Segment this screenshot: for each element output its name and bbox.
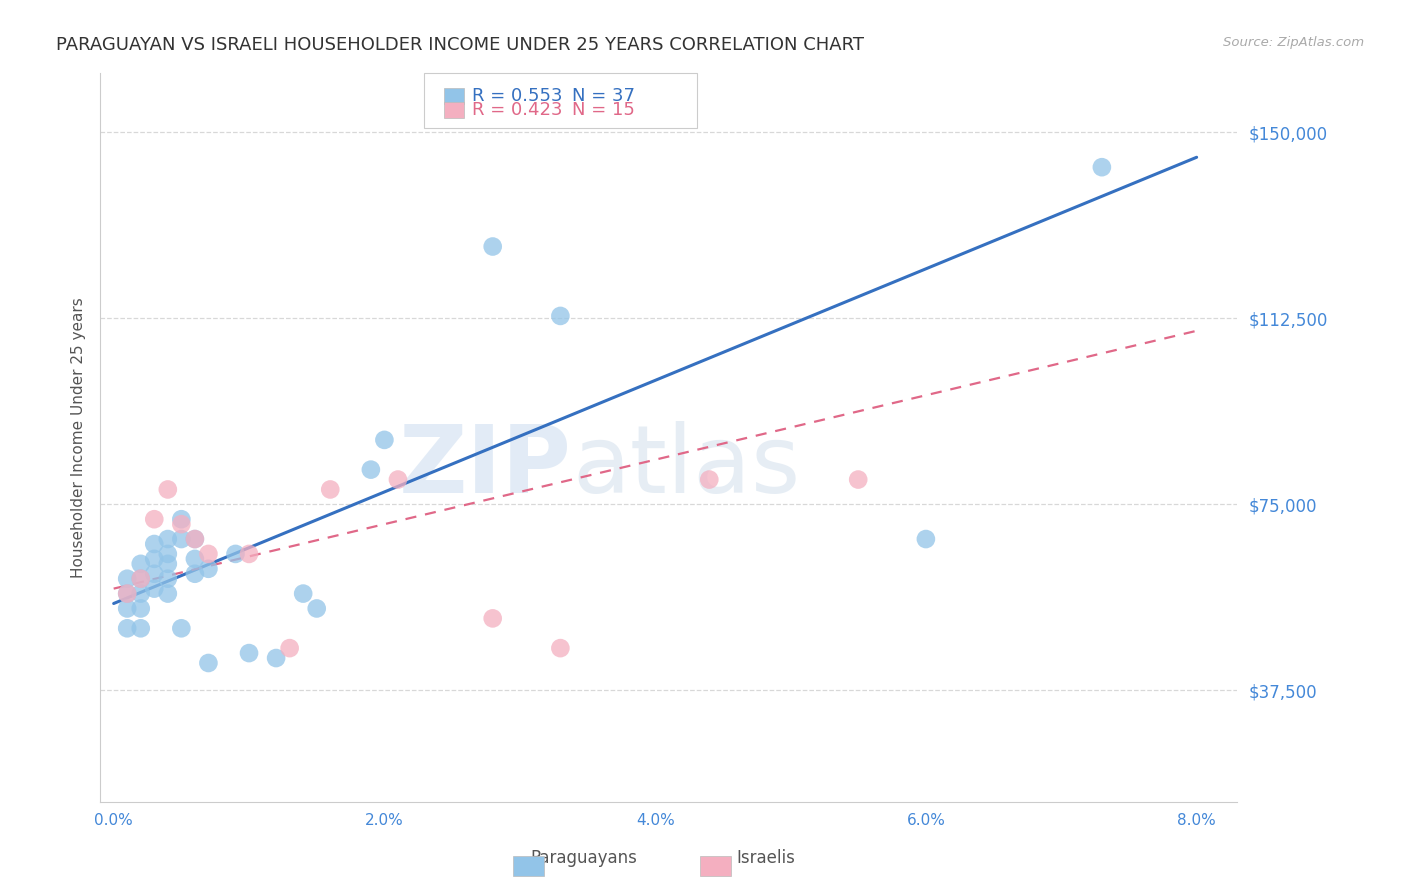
Point — [238, 547, 260, 561]
Point — [115, 572, 138, 586]
Text: N = 15: N = 15 — [572, 101, 636, 120]
Point — [115, 601, 138, 615]
Point — [319, 483, 342, 497]
Text: Paraguayans: Paraguayans — [530, 849, 637, 867]
Text: Israelis: Israelis — [737, 849, 796, 867]
Point — [184, 532, 207, 546]
Y-axis label: Householder Income Under 25 years: Householder Income Under 25 years — [72, 297, 86, 578]
Text: ZIP: ZIP — [399, 420, 572, 513]
Point — [197, 656, 219, 670]
Point — [915, 532, 938, 546]
Point — [373, 433, 395, 447]
Point — [550, 309, 572, 323]
Point — [197, 562, 219, 576]
Point — [224, 547, 246, 561]
Text: atlas: atlas — [572, 420, 800, 513]
Point — [481, 239, 503, 253]
Point — [170, 621, 193, 635]
Point — [184, 532, 207, 546]
Point — [115, 586, 138, 600]
Point — [846, 473, 869, 487]
Text: PARAGUAYAN VS ISRAELI HOUSEHOLDER INCOME UNDER 25 YEARS CORRELATION CHART: PARAGUAYAN VS ISRAELI HOUSEHOLDER INCOME… — [56, 36, 865, 54]
Point — [129, 601, 152, 615]
Point — [305, 601, 328, 615]
Point — [697, 473, 720, 487]
Point — [550, 641, 572, 656]
Point — [129, 572, 152, 586]
FancyBboxPatch shape — [425, 73, 697, 128]
Point — [143, 512, 166, 526]
Point — [197, 547, 219, 561]
Point — [360, 462, 382, 476]
Point — [129, 557, 152, 571]
FancyBboxPatch shape — [443, 87, 464, 103]
Point — [156, 557, 179, 571]
Point — [170, 512, 193, 526]
Point — [170, 532, 193, 546]
Point — [292, 586, 315, 600]
Point — [143, 552, 166, 566]
Point — [115, 621, 138, 635]
Point — [115, 586, 138, 600]
Point — [278, 641, 301, 656]
Point — [143, 582, 166, 596]
Text: N = 37: N = 37 — [572, 87, 636, 104]
Point — [129, 621, 152, 635]
Point — [156, 483, 179, 497]
Point — [238, 646, 260, 660]
Text: R = 0.553: R = 0.553 — [472, 87, 562, 104]
Point — [184, 552, 207, 566]
Text: Source: ZipAtlas.com: Source: ZipAtlas.com — [1223, 36, 1364, 49]
Point — [1091, 160, 1114, 174]
Point — [170, 517, 193, 532]
Point — [143, 537, 166, 551]
Point — [264, 651, 287, 665]
FancyBboxPatch shape — [443, 102, 464, 118]
Point — [156, 572, 179, 586]
Point — [481, 611, 503, 625]
Point — [184, 566, 207, 581]
Point — [129, 572, 152, 586]
Point — [156, 547, 179, 561]
Point — [156, 586, 179, 600]
Text: R = 0.423: R = 0.423 — [472, 101, 562, 120]
Point — [387, 473, 409, 487]
Point — [156, 532, 179, 546]
Point — [129, 586, 152, 600]
Point — [143, 566, 166, 581]
